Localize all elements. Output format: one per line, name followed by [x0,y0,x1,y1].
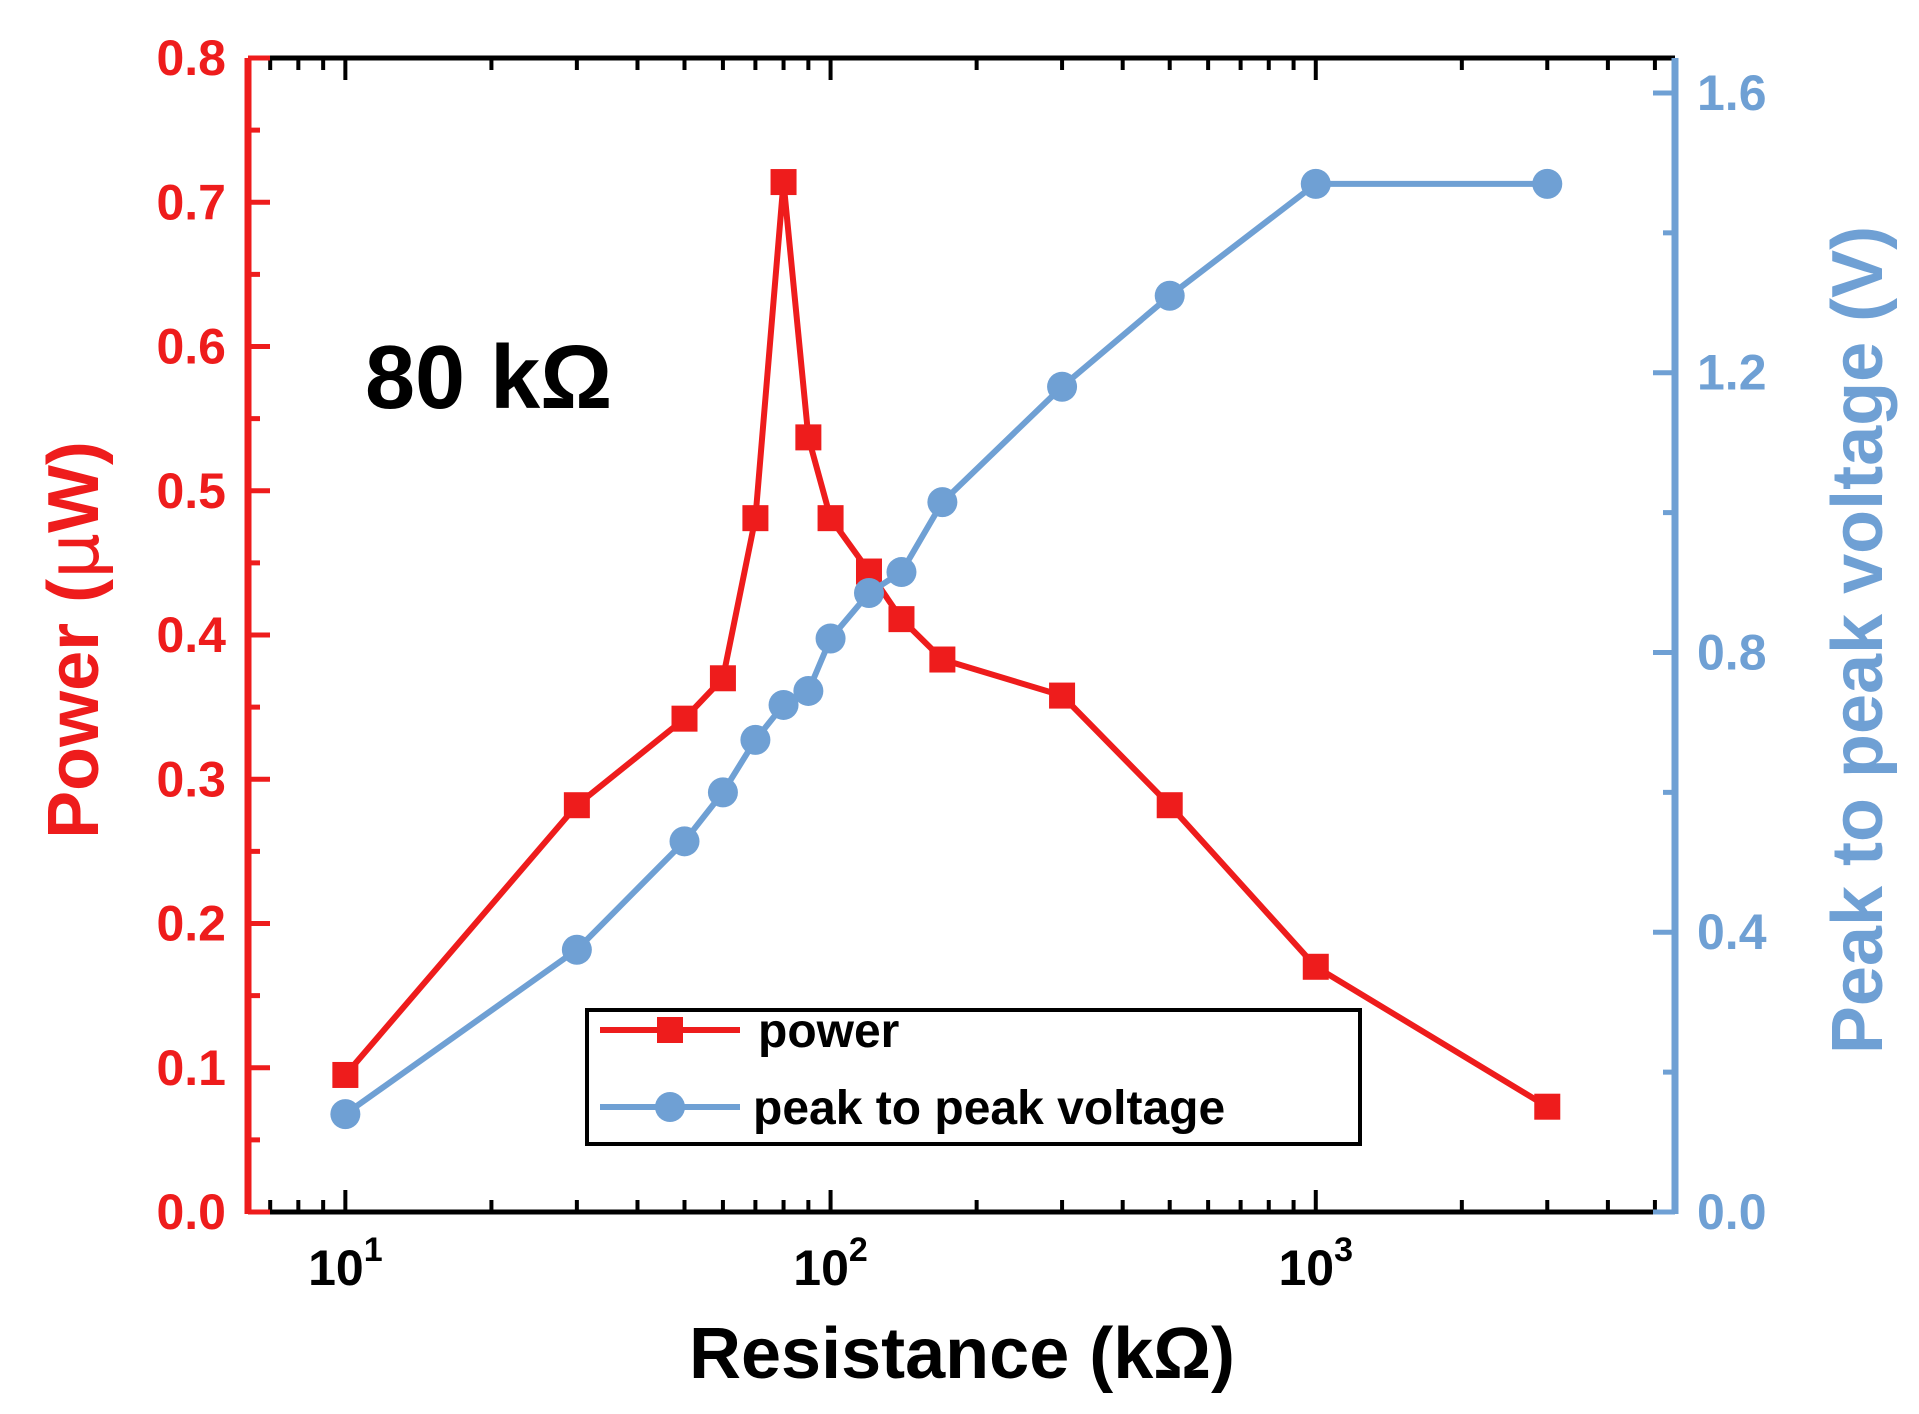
power-point [888,606,915,633]
left-y-tick-label: 0.3 [156,751,226,807]
x-tick-base: 10 [308,1240,364,1296]
right-y-axis-ticks: 0.0 0.4 0.8 1.2 1.6 [1653,65,1767,1240]
power-point [770,169,797,196]
left-y-tick-label: 0.0 [156,1184,226,1240]
voltage-point [561,934,592,965]
voltage-point [669,826,700,857]
right-y-tick-label: 1.6 [1697,65,1767,121]
right-y-tick-label: 0.8 [1697,624,1767,680]
left-y-axis-label: Power (μW) [31,441,115,839]
x-axis-label: Resistance (kΩ) [689,1314,1235,1394]
power-point [332,1061,359,1088]
x-tick-exponent: 2 [849,1231,868,1269]
power-point [817,505,844,532]
legend-entry-power: power [600,1005,899,1058]
power-point [709,665,736,692]
power-point [795,424,822,451]
left-y-tick-label: 0.8 [156,30,226,86]
right-y-tick-label: 1.2 [1697,345,1767,401]
legend: power peak to peak voltage [585,1005,1362,1146]
series-line-square [343,179,1549,1110]
voltage-point [740,724,771,755]
legend-voltage-marker [655,1092,685,1122]
left-y-label-main: Power ( [34,579,114,839]
right-y-axis-label: Peak to peak voltage (V) [1818,226,1898,1054]
power-point [1534,1093,1561,1120]
voltage-point [707,777,738,808]
left-y-axis-ticks: 0.0 0.1 0.2 0.3 0.4 0.5 0.6 0.7 0.8 [156,30,270,1240]
left-y-label-tail: W) [34,441,114,533]
x-tick-base: 10 [1278,1240,1334,1296]
series-voltage [330,168,1563,1130]
left-y-tick-label: 0.6 [156,319,226,375]
power-point [742,505,769,532]
voltage-point [1154,280,1185,311]
series-power [332,169,1561,1120]
voltage-point [768,689,799,720]
annotation-80k: 80 kΩ [365,328,612,428]
voltage-point [927,487,958,518]
x-tick-label: 101 [308,1231,383,1296]
left-y-tick-label: 0.1 [156,1040,226,1096]
right-y-tick-label: 0.4 [1697,904,1767,960]
voltage-point [815,623,846,654]
voltage-point [1532,168,1563,199]
power-point [929,646,956,673]
x-tick-exponent: 1 [364,1231,383,1269]
legend-voltage-label: peak to peak voltage [753,1082,1225,1135]
left-y-tick-label: 0.4 [156,607,226,663]
voltage-point [1047,371,1078,402]
left-y-label-mu: μ [31,533,115,579]
right-y-tick-label: 0.0 [1697,1184,1767,1240]
x-tick-base: 10 [793,1240,849,1296]
left-y-tick-label: 0.5 [156,463,226,519]
legend-entry-voltage: peak to peak voltage [600,1082,1225,1135]
power-point [563,792,590,819]
power-point [1302,953,1329,980]
x-tick-exponent: 3 [1334,1231,1353,1269]
x-tick-label: 102 [793,1231,868,1296]
voltage-point [330,1099,361,1130]
power-point [671,705,698,732]
legend-power-label: power [758,1005,899,1058]
legend-power-marker [657,1017,683,1043]
left-y-tick-label: 0.2 [156,896,226,952]
power-point [1156,792,1183,819]
power-point [1049,682,1076,709]
x-axis-ticks: 101 102 103 [268,58,1657,1296]
x-tick-label: 103 [1278,1231,1353,1296]
voltage-point [886,557,917,588]
left-y-tick-label: 0.7 [156,174,226,230]
voltage-point [1300,168,1331,199]
voltage-point [793,675,824,706]
voltage-point [853,578,884,609]
